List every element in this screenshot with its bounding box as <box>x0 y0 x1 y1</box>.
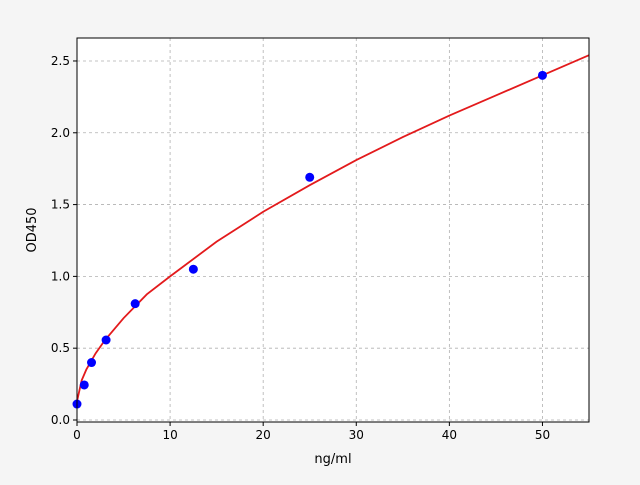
x-tick-label: 50 <box>535 428 550 442</box>
y-tick-label: 1.5 <box>51 198 70 212</box>
y-tick-label: 2.5 <box>51 54 70 68</box>
y-axis-label: OD450 <box>25 207 40 252</box>
x-tick-label: 0 <box>73 428 81 442</box>
y-tick-label: 0.0 <box>51 413 70 427</box>
data-points <box>72 70 547 409</box>
x-tick-label: 10 <box>162 428 177 442</box>
plot-area <box>77 38 589 422</box>
y-tick-label: 2.0 <box>51 126 70 140</box>
data-point <box>87 358 97 368</box>
data-point <box>188 264 198 274</box>
plot-frame <box>76 37 590 423</box>
x-tick-label: 20 <box>256 428 271 442</box>
data-point <box>130 299 140 309</box>
ticks: 0 10 20 30 40 50 0.0 0.5 1.0 1.5 2.0 2.5 <box>51 54 550 442</box>
x-tick-label: 40 <box>442 428 457 442</box>
data-point <box>537 70 547 80</box>
y-tick-label: 1.0 <box>51 269 70 283</box>
grid <box>76 38 589 422</box>
data-point <box>79 380 89 390</box>
data-point <box>305 172 315 182</box>
y-tick-label: 0.5 <box>51 341 70 355</box>
x-tick-label: 30 <box>349 428 364 442</box>
data-point <box>101 335 111 345</box>
x-axis-label: ng/ml <box>314 452 351 467</box>
